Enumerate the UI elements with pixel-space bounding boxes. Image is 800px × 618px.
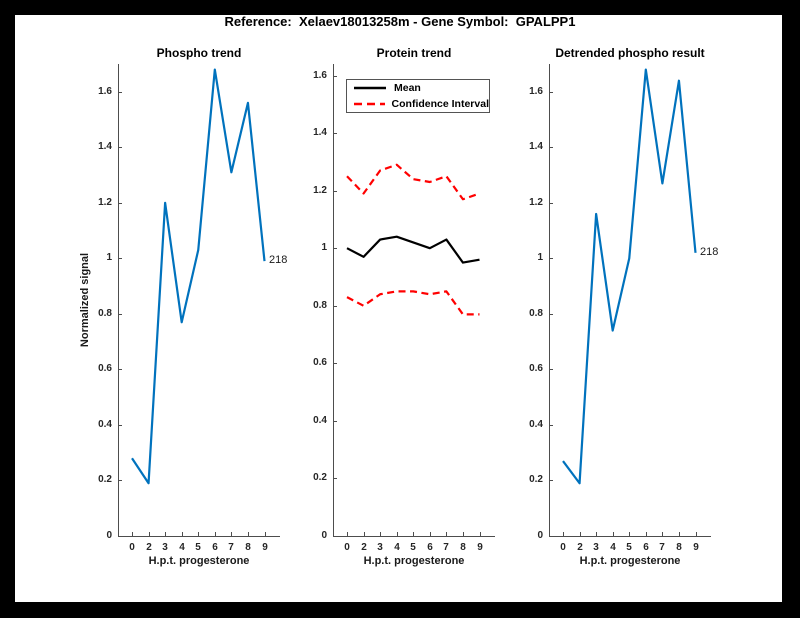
annotation-218-left: 218 <box>269 254 288 266</box>
annotation-218-right: 218 <box>700 246 719 258</box>
legend-line-solid-icon <box>354 87 386 90</box>
legend-label-mean: Mean <box>394 82 421 95</box>
figure-title: Reference: Xelaev18013258m - Gene Symbol… <box>224 14 576 29</box>
legend-line-dashed-icon <box>354 102 385 105</box>
x-axis-label-1: H.p.t. progesterone <box>148 555 250 567</box>
subplot-title-phospho: Phospho trend <box>156 46 242 60</box>
legend-entry-confidence-interval: Confidence Interval <box>347 97 489 111</box>
subplot-title-detrended: Detrended phospho result <box>555 46 705 60</box>
series-confidence-interval-upper <box>346 163 480 201</box>
x-axis-label-2: H.p.t. progesterone <box>363 555 465 567</box>
series-confidence-interval-lower <box>346 290 480 316</box>
x-axis-label-3: H.p.t. progesterone <box>579 555 681 567</box>
subplot-title-protein: Protein trend <box>376 46 452 60</box>
legend-box: Mean Confidence Interval <box>346 79 490 113</box>
series-phospho-trend <box>131 68 266 485</box>
y-axis-label: Normalized signal <box>79 252 91 348</box>
legend-entry-mean: Mean <box>347 81 489 95</box>
series-detrended-phospho <box>562 68 697 485</box>
series-mean <box>346 235 480 264</box>
legend-label-confidence-interval: Confidence Interval <box>391 97 489 110</box>
